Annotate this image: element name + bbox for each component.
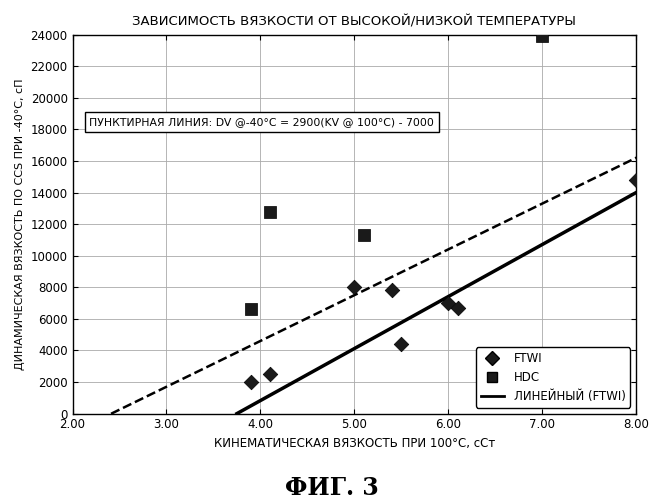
- Point: [452, 304, 463, 312]
- Point: [349, 284, 360, 292]
- Point: [264, 370, 275, 378]
- Point: [359, 231, 369, 239]
- Point: [264, 208, 275, 216]
- Point: [443, 299, 454, 307]
- Legend: FTWI, HDC, ЛИНЕЙНЫЙ (FTWI): FTWI, HDC, ЛИНЕЙНЫЙ (FTWI): [476, 348, 630, 408]
- Point: [386, 286, 397, 294]
- Point: [246, 306, 256, 314]
- X-axis label: КИНЕМАТИЧЕСКАЯ ВЯЗКОСТЬ ПРИ 100°С, сСт: КИНЕМАТИЧЕСКАЯ ВЯЗКОСТЬ ПРИ 100°С, сСт: [214, 437, 495, 450]
- Point: [246, 378, 256, 386]
- Text: ФИГ. 3: ФИГ. 3: [285, 476, 379, 500]
- Point: [396, 340, 406, 348]
- Point: [631, 176, 641, 184]
- Text: ПУНКТИРНАЯ ЛИНИЯ: DV @-40°C = 2900(KV @ 100°C) - 7000: ПУНКТИРНАЯ ЛИНИЯ: DV @-40°C = 2900(KV @ …: [90, 117, 434, 127]
- Point: [537, 32, 547, 40]
- Title: ЗАВИСИМОСТЬ ВЯЗКОСТИ ОТ ВЫСОКОЙ/НИЗКОЙ ТЕМПЕРАТУРЫ: ЗАВИСИМОСТЬ ВЯЗКОСТИ ОТ ВЫСОКОЙ/НИЗКОЙ Т…: [132, 15, 576, 28]
- Y-axis label: ДИНАМИЧЕСКАЯ ВЯЗКОСТЬ ПО CCS ПРИ -40°С, сП: ДИНАМИЧЕСКАЯ ВЯЗКОСТЬ ПО CCS ПРИ -40°С, …: [15, 78, 25, 370]
